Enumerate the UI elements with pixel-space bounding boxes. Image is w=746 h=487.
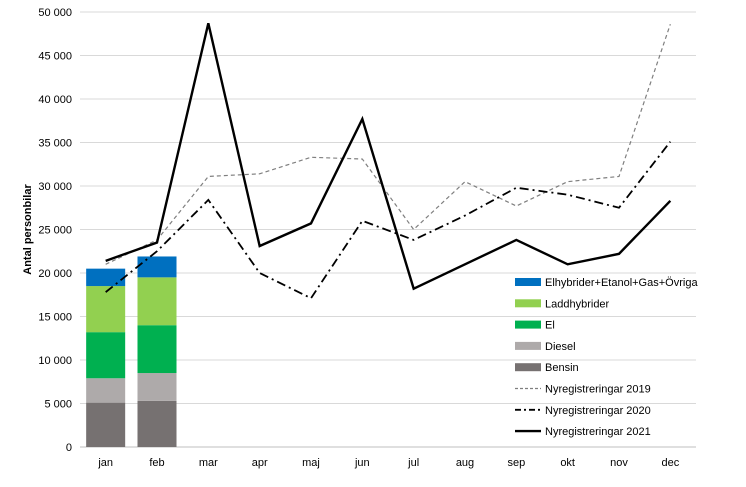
y-tick-label: 0 bbox=[66, 442, 72, 454]
legend-label: Bensin bbox=[545, 362, 579, 374]
line-series bbox=[105, 23, 672, 300]
y-tick-label: 15 000 bbox=[38, 312, 72, 324]
bar-segment-diesel bbox=[86, 378, 126, 403]
legend-label: Laddhybrider bbox=[545, 298, 610, 310]
x-tick-label: dec bbox=[661, 457, 679, 469]
y-tick-label: 45 000 bbox=[38, 51, 72, 63]
x-tick-label: sep bbox=[507, 457, 525, 469]
legend-swatch bbox=[515, 320, 541, 329]
legend-swatch bbox=[515, 278, 541, 286]
x-tick-label: jun bbox=[354, 457, 370, 469]
legend-label: Nyregistreringar 2019 bbox=[545, 384, 651, 396]
y-tick-label: 35 000 bbox=[38, 138, 72, 150]
x-tick-label: feb bbox=[149, 457, 164, 469]
y-tick-label: 25 000 bbox=[38, 225, 72, 237]
line-nyregistreringar-2021 bbox=[105, 23, 672, 291]
line-nyregistreringar-2020 bbox=[105, 141, 672, 300]
legend-swatch bbox=[515, 299, 541, 308]
bar-segment-elhybrider-etanol-gas-vriga bbox=[86, 268, 126, 287]
legend-label: El bbox=[545, 320, 555, 332]
axes: 0 5 000 10 000 15 000 20 000 25 000 30 000 35 0… bbox=[38, 7, 696, 469]
y-tick-label: 50 000 bbox=[38, 7, 72, 19]
y-tick-label: 20 000 bbox=[38, 268, 72, 280]
x-tick-label: apr bbox=[252, 457, 268, 469]
legend: Elhybrider+Etanol+Gas+Övriga Laddhybrider… bbox=[515, 277, 698, 438]
y-tick-label: 5 000 bbox=[44, 399, 72, 411]
y-tick-label: 30 000 bbox=[38, 181, 72, 193]
stacked-bars bbox=[86, 256, 177, 447]
bar-segment-laddhybrider bbox=[137, 277, 177, 326]
y-axis-label: Antal personbilar bbox=[22, 184, 34, 275]
x-tick-label: okt bbox=[560, 457, 575, 469]
y-tick-label: 10 000 bbox=[38, 355, 72, 367]
legend-swatch bbox=[515, 341, 541, 350]
bar-segment-bensin bbox=[86, 402, 126, 447]
x-tick-label: jan bbox=[97, 457, 113, 469]
bar-segment-diesel bbox=[137, 373, 177, 401]
bar-segment-laddhybrider bbox=[86, 286, 126, 333]
bar-segment-el bbox=[137, 325, 177, 374]
legend-label: Elhybrider+Etanol+Gas+Övriga bbox=[545, 277, 698, 289]
legend-label: Nyregistreringar 2020 bbox=[545, 405, 651, 417]
bar-segment-bensin bbox=[137, 400, 177, 447]
x-tick-label: nov bbox=[610, 457, 628, 469]
x-tick-label: mar bbox=[199, 457, 218, 469]
x-tick-label: jul bbox=[407, 457, 419, 469]
x-tick-label: maj bbox=[302, 457, 320, 469]
legend-label: Diesel bbox=[545, 341, 576, 353]
y-tick-label: 40 000 bbox=[38, 94, 72, 106]
legend-label: Nyregistreringar 2021 bbox=[545, 426, 651, 438]
line-nyregistreringar-2019 bbox=[105, 23, 671, 265]
x-tick-label: aug bbox=[456, 457, 474, 469]
legend-swatch bbox=[515, 363, 541, 372]
bar-segment-el bbox=[86, 332, 126, 379]
bar-segment-elhybrider-etanol-gas-vriga bbox=[137, 256, 177, 278]
